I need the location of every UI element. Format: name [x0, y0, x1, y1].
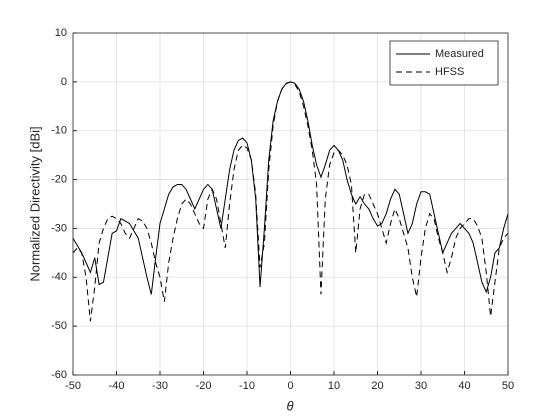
y-tick-label: -50: [51, 320, 67, 332]
y-tick-label: 0: [61, 76, 67, 88]
legend-label: HFSS: [435, 66, 464, 78]
legend-label: Measured: [435, 48, 484, 60]
axes-box: [72, 32, 509, 376]
data-line: [72, 81, 509, 322]
x-tick-label: -20: [196, 380, 212, 392]
y-tick-label: -20: [51, 173, 67, 185]
x-tick-label: -30: [152, 380, 168, 392]
y-tick-label: -30: [51, 222, 67, 234]
y-tick-label: -40: [51, 271, 67, 283]
y-tick-label: 10: [55, 27, 67, 39]
x-tick-label: -40: [109, 380, 125, 392]
x-tick-label: -10: [239, 380, 255, 392]
y-tick-label: -10: [51, 125, 67, 137]
y-tick-label: -60: [51, 369, 67, 381]
x-tick-label: 20: [371, 380, 383, 392]
x-tick-label: 30: [415, 380, 427, 392]
x-tick-label: -50: [65, 380, 81, 392]
legend-box: [389, 40, 499, 86]
x-tick-label: 0: [287, 380, 293, 392]
x-tick-label: 40: [458, 380, 470, 392]
x-axis-label: θ: [286, 398, 293, 413]
x-tick-label: 50: [502, 380, 514, 392]
x-tick-label: 10: [328, 380, 340, 392]
y-axis-label: Normalized Directivity [dBi]: [27, 126, 42, 281]
